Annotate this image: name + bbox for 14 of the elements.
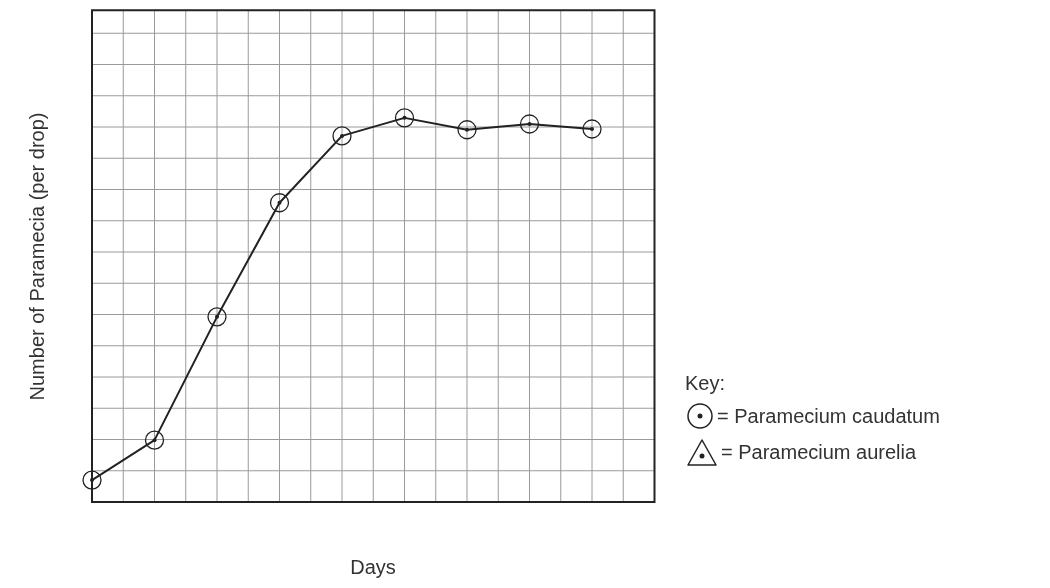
- point: [332, 126, 352, 146]
- point: [457, 120, 477, 140]
- point: [394, 108, 415, 128]
- x-axis-title: Days: [350, 556, 396, 579]
- point: [582, 119, 602, 139]
- point: [269, 193, 290, 213]
- legend-label: = Paramecium caudatum: [717, 404, 940, 428]
- y-axis-title: Number of Paramecia (per drop): [26, 112, 50, 401]
- legend-title: Key:: [685, 372, 727, 395]
- point: [519, 114, 540, 134]
- point: [207, 307, 227, 327]
- point: [144, 430, 165, 450]
- point: [82, 470, 102, 490]
- legend-label: = Paramecium aurelia: [721, 440, 917, 464]
